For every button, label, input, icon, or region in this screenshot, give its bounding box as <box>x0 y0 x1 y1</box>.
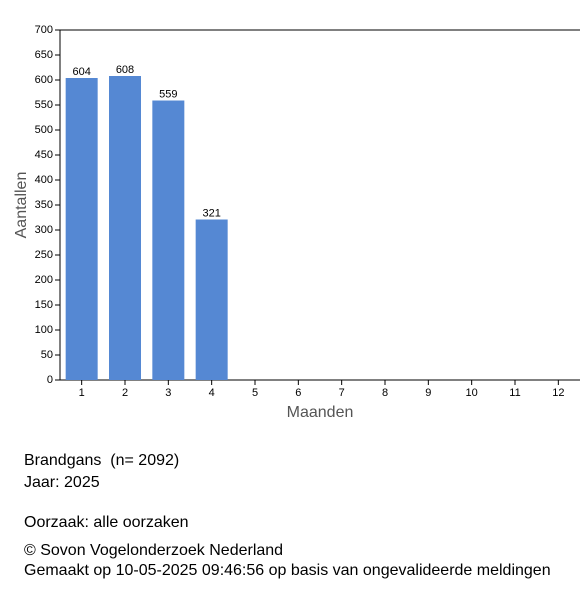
x-tick-label: 8 <box>382 387 388 399</box>
x-tick-label: 3 <box>165 387 171 399</box>
y-tick-label: 100 <box>35 324 53 336</box>
cause-line: Oorzaak: alle oorzaken <box>24 514 189 531</box>
y-tick-label: 250 <box>35 249 53 261</box>
y-tick-label: 400 <box>35 174 53 186</box>
x-tick-label: 4 <box>209 387 215 399</box>
x-tick-label: 5 <box>252 387 258 399</box>
x-tick-label: 12 <box>552 387 564 399</box>
y-tick-label: 300 <box>35 224 53 236</box>
y-tick-label: 550 <box>35 99 53 111</box>
y-tick-label: 50 <box>41 349 53 361</box>
x-axis-title: Maanden <box>287 404 354 421</box>
x-tick-label: 7 <box>339 387 345 399</box>
y-tick-label: 150 <box>35 299 53 311</box>
data-label: 604 <box>72 66 90 78</box>
bar <box>109 76 141 380</box>
x-tick-label: 9 <box>425 387 431 399</box>
y-tick-label: 650 <box>35 49 53 61</box>
y-tick-label: 500 <box>35 124 53 136</box>
y-tick-label: 200 <box>35 274 53 286</box>
x-tick-label: 2 <box>122 387 128 399</box>
bar <box>195 219 228 380</box>
x-tick-label: 11 <box>509 387 520 399</box>
made-line: Gemaakt op 10-05-2025 09:46:56 op basis … <box>24 562 551 579</box>
data-label: 559 <box>159 88 177 100</box>
data-label: 321 <box>202 207 220 219</box>
x-tick-label: 10 <box>466 387 478 399</box>
chart: Maanden Aantallen 0 50 100 150 200 250 300 350 4… <box>13 24 580 421</box>
y-tick-label: 600 <box>35 74 53 86</box>
y-tick-label: 700 <box>35 24 53 36</box>
y-tick-label: 450 <box>35 149 53 161</box>
copyright-line: © Sovon Vogelonderzoek Nederland <box>24 542 284 559</box>
bar <box>65 78 98 380</box>
bar <box>152 100 185 380</box>
x-tick-label: 1 <box>79 387 85 399</box>
y-axis-title: Aantallen <box>13 172 30 239</box>
y-tick-label: 0 <box>47 374 53 386</box>
year-line: Jaar: 2025 <box>24 474 100 491</box>
x-tick-label: 6 <box>295 387 301 399</box>
y-tick-label: 350 <box>35 199 53 211</box>
species-line: Brandgans (n= 2092) <box>24 452 180 469</box>
data-label: 608 <box>116 64 134 76</box>
